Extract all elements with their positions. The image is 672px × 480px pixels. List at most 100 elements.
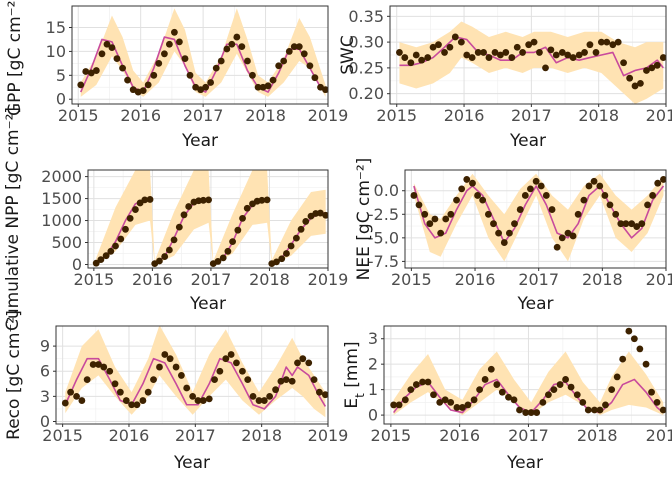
data-point [175, 223, 183, 231]
panel-border [383, 325, 667, 425]
data-point [227, 351, 235, 358]
data-point [233, 359, 240, 367]
data-point [642, 360, 650, 368]
data-point [649, 192, 657, 199]
x-axis-title: Year [506, 453, 543, 473]
data-point [186, 71, 194, 79]
panel-border [71, 5, 329, 105]
data-point [189, 392, 197, 400]
data-point [407, 59, 415, 67]
data-point [300, 50, 308, 58]
panel-border [404, 169, 667, 269]
data-point [128, 401, 136, 409]
data-point [77, 81, 85, 89]
data-point [574, 210, 582, 218]
data-point [294, 359, 301, 367]
x-tick-label: 2015 [42, 426, 83, 445]
data-point [132, 206, 139, 213]
data-point [527, 409, 535, 416]
data-point [122, 225, 129, 233]
data-point [481, 376, 489, 383]
data-point [322, 211, 328, 219]
data-point [553, 243, 561, 251]
data-point [544, 391, 552, 399]
data-point [585, 182, 593, 190]
data-point [522, 409, 530, 416]
data-point [430, 391, 437, 399]
data-point [302, 218, 310, 225]
data-point [407, 386, 415, 394]
data-point [533, 409, 541, 416]
data-point [630, 335, 638, 343]
data-point [83, 376, 91, 384]
data-point [266, 392, 274, 400]
data-point [156, 363, 163, 371]
data-point [453, 404, 461, 411]
data-point [626, 74, 634, 82]
x-tick-label: 2019 [646, 270, 672, 289]
data-point [613, 373, 621, 381]
y-tick-label: 3 [40, 387, 50, 406]
data-point [122, 397, 130, 404]
x-tick-label: 2018 [245, 106, 286, 125]
x-tick-label: 2016 [455, 270, 496, 289]
y-axis-title: Reco [gC cm⁻²] [4, 310, 24, 440]
data-point [569, 54, 577, 61]
data-point [117, 235, 125, 243]
data-point [234, 226, 242, 234]
data-point [644, 201, 651, 209]
data-point [146, 196, 154, 203]
data-point [500, 239, 508, 246]
data-point [659, 406, 666, 414]
data-point [297, 225, 305, 233]
data-point [106, 367, 114, 375]
data-point [521, 192, 529, 199]
x-tick-label: 2019 [308, 106, 349, 125]
y-tick-label: 5 [56, 66, 66, 85]
data-point [537, 182, 545, 190]
data-point [401, 396, 409, 404]
y-tick-label: 15 [46, 18, 66, 37]
data-point [508, 54, 516, 61]
data-point [310, 376, 318, 384]
x-tick-label: 2018 [241, 426, 282, 445]
data-point [280, 57, 288, 65]
x-tick-label: 2016 [109, 426, 150, 445]
data-point [224, 247, 232, 255]
data-point [161, 50, 168, 58]
data-point [401, 54, 409, 61]
data-point [424, 54, 432, 61]
data-point [111, 380, 119, 388]
uncertainty-band [65, 326, 326, 418]
data-point [510, 396, 518, 404]
data-point [243, 204, 251, 212]
data-point [516, 406, 523, 414]
data-point [410, 192, 418, 199]
data-point [244, 57, 251, 65]
data-point [228, 40, 236, 48]
y-tick-label: 0 [72, 255, 82, 274]
data-point [244, 376, 252, 384]
data-point [260, 397, 268, 404]
data-point [476, 386, 483, 394]
data-point [219, 254, 227, 262]
x-tick-label: 2017 [518, 270, 559, 289]
data-point [258, 196, 266, 204]
data-point [506, 229, 513, 237]
uncertainty-band [399, 21, 664, 104]
data-point [113, 55, 121, 62]
data-point [107, 247, 115, 255]
data-point [418, 56, 426, 64]
x-tick-label: 2015 [73, 270, 114, 289]
data-point [474, 192, 481, 199]
data-point [447, 398, 455, 406]
y-tick-label: -5.0 [368, 228, 399, 247]
y-tick-label: 2000 [41, 167, 82, 186]
data-point [567, 383, 575, 391]
data-point [199, 196, 207, 204]
data-point [458, 185, 466, 193]
y-tick-label: 0.25 [348, 58, 384, 77]
data-point [493, 381, 501, 388]
data-point [648, 388, 655, 396]
data-point [636, 345, 644, 353]
